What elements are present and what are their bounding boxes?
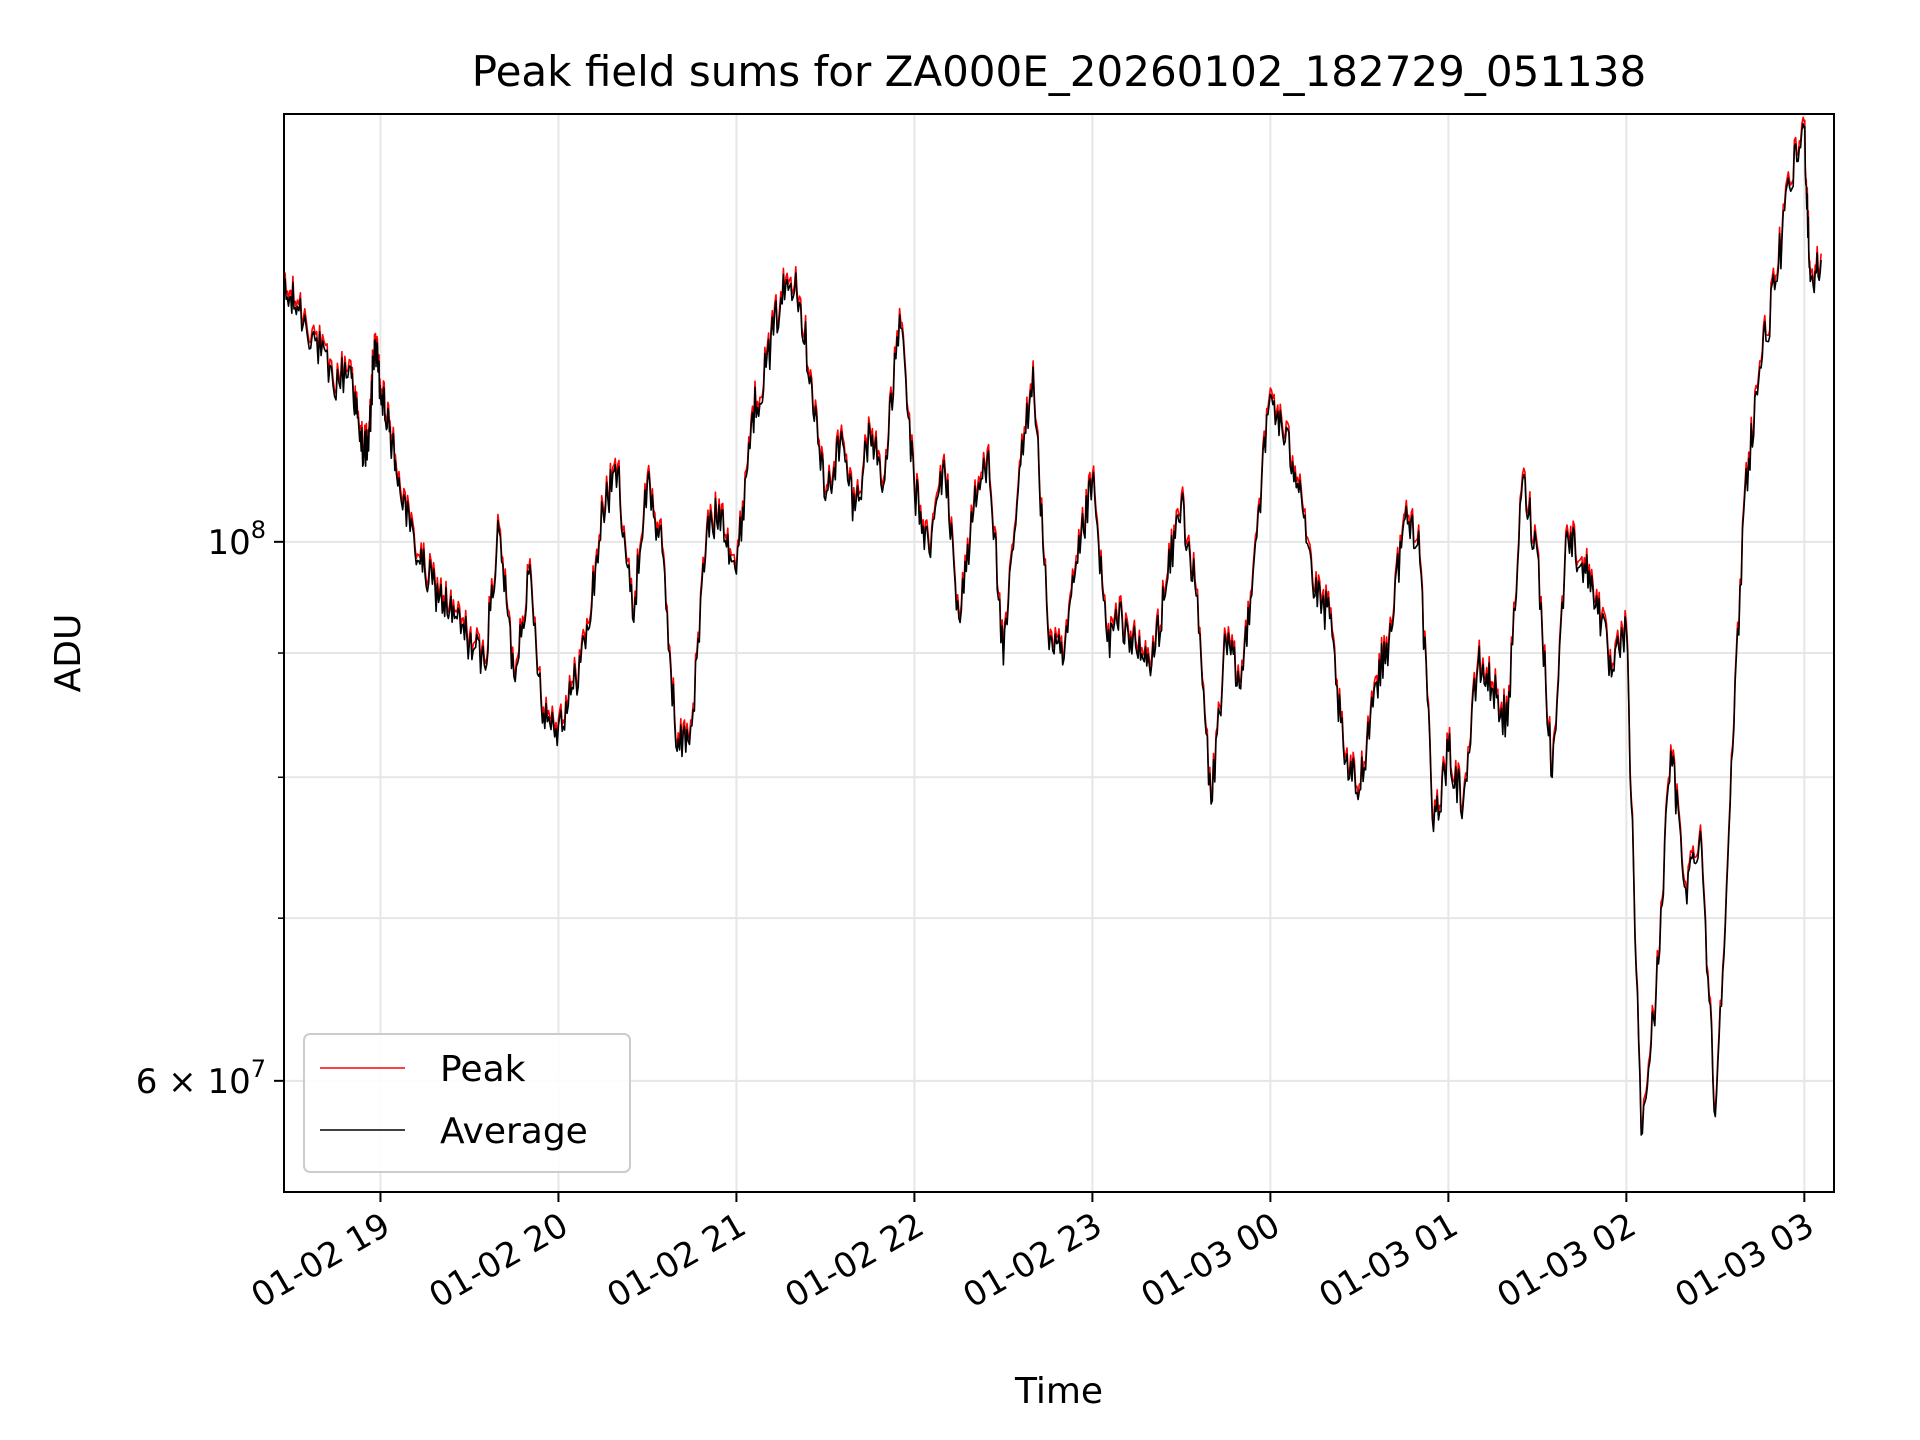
plot-series [284,116,1822,1136]
chart-title: Peak field sums for ZA000E_20260102_1827… [472,47,1646,96]
legend-label-peak: Peak [440,1049,526,1090]
legend-label-average: Average [440,1111,588,1152]
y-axis-ticks: 108 6 × 107 [136,516,284,1102]
y-tick-label-exponent: 7 [251,1055,266,1083]
y-tick-label-base: 10 [207,523,250,563]
x-axis-label: Time [1014,1371,1103,1412]
y-tick-label-base: 6 × 10 [136,1062,251,1102]
y-tick-label-exponent: 8 [251,516,266,544]
series-line-average [284,122,1822,1136]
y-tick-label: 108 [207,516,266,563]
y-tick-label: 6 × 107 [136,1055,266,1102]
legend: Peak Average [303,1033,631,1173]
y-axis-label: ADU [48,614,89,693]
